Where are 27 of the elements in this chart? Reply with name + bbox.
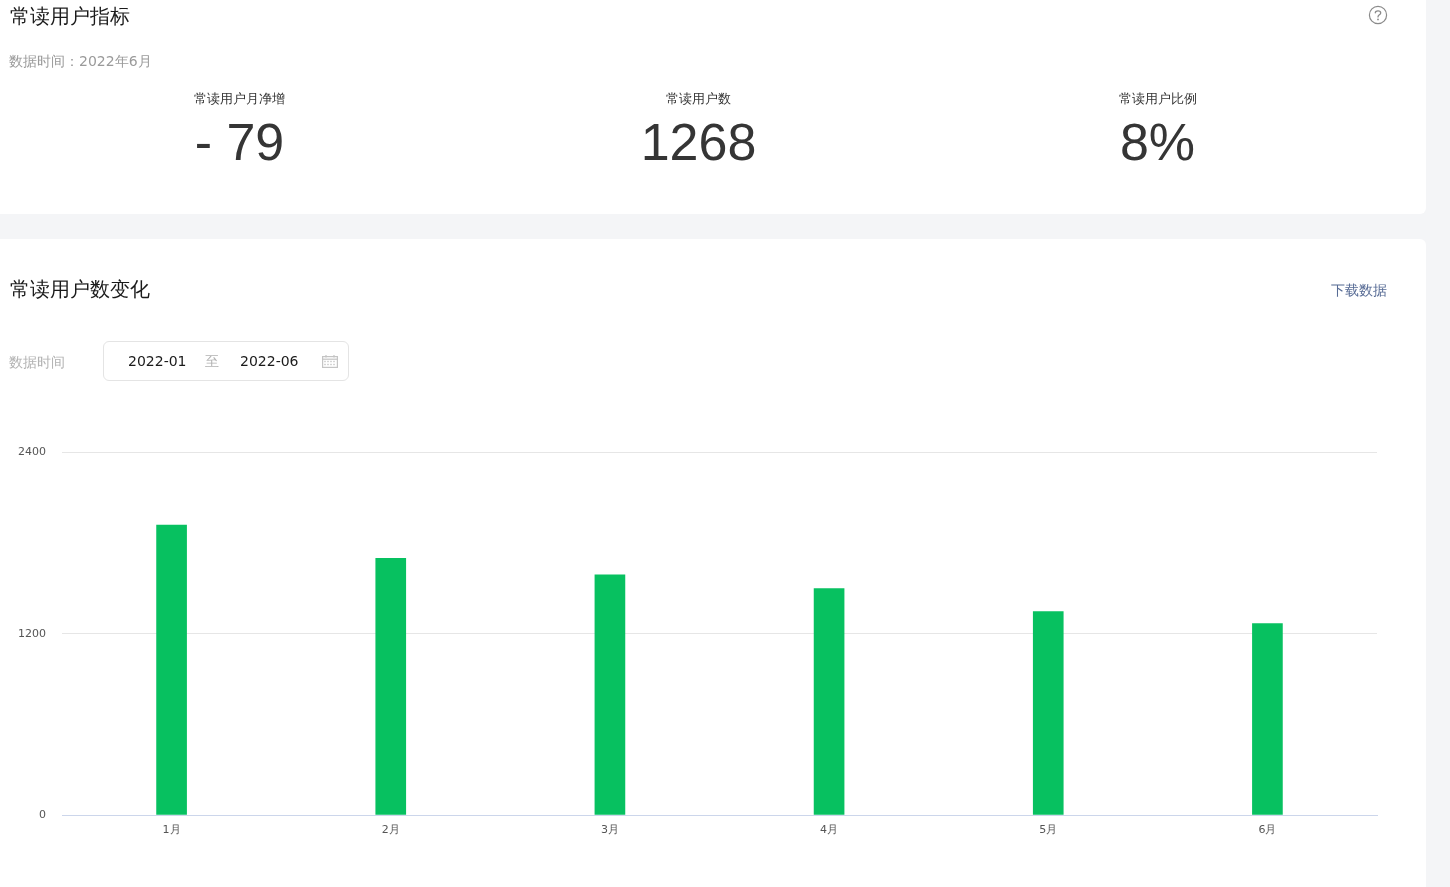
x-tick-label: 2月 <box>381 823 400 837</box>
y-tick-label: 0 <box>39 807 46 821</box>
y-tick-label: 1200 <box>18 626 46 640</box>
bar <box>156 524 187 815</box>
text: 数据时间 <box>9 353 65 371</box>
bar <box>594 574 626 815</box>
text: 常读用户指标 <box>10 4 130 28</box>
text: 8% <box>1119 113 1196 171</box>
text: 常读用户数 <box>666 90 731 108</box>
x-tick-label: 1月 <box>162 823 181 837</box>
x-tick-label: 5月 <box>1039 823 1058 837</box>
text: 下载数据 <box>1331 281 1387 299</box>
bar <box>813 588 845 815</box>
bar <box>1032 611 1064 815</box>
bar <box>375 557 407 815</box>
date-range-field: 2022-01 至 2022-06 <box>103 341 349 381</box>
text: 数据时间：2022年6月 <box>9 52 152 70</box>
x-tick-label: 3月 <box>600 823 619 837</box>
x-tick-label: 6月 <box>1258 823 1277 837</box>
x-tick-label: 4月 <box>820 823 839 837</box>
text: 常读用户比例 <box>1118 90 1197 108</box>
chart-title: 常读用户数变化 <box>10 277 150 301</box>
text: 1268 <box>640 113 757 171</box>
y-tick-label: 2400 <box>18 445 46 459</box>
bar <box>1252 623 1283 815</box>
text: - 79 <box>194 113 285 171</box>
text: 常读用户月净增 <box>194 90 285 108</box>
